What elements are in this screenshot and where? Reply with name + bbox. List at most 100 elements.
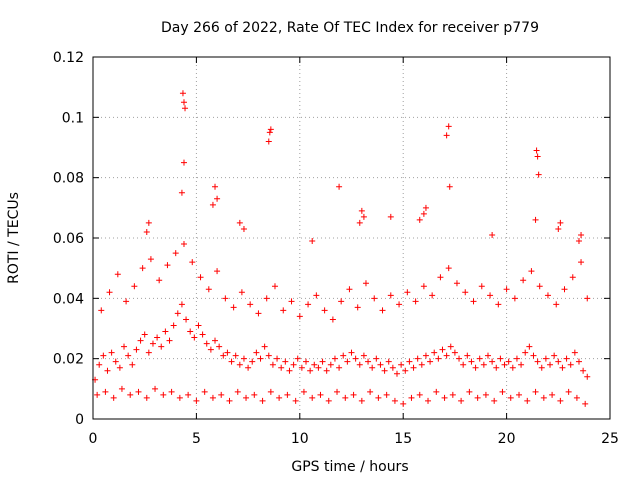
data-point: [516, 391, 523, 398]
data-point: [263, 295, 270, 302]
data-point: [178, 189, 185, 196]
data-point: [311, 361, 318, 368]
data-point: [303, 358, 310, 365]
data-point: [240, 225, 247, 232]
data-point: [247, 301, 254, 308]
data-point: [224, 349, 231, 356]
data-point: [462, 289, 469, 296]
data-point: [331, 355, 338, 362]
data-point: [507, 394, 514, 401]
data-point: [300, 388, 307, 395]
data-point: [381, 367, 388, 374]
data-point: [420, 283, 427, 290]
data-point: [323, 367, 330, 374]
data-point: [94, 391, 101, 398]
data-point: [487, 292, 494, 299]
data-point: [528, 268, 535, 275]
data-point: [182, 105, 189, 112]
data-point: [416, 216, 423, 223]
data-point: [230, 304, 237, 311]
data-point: [100, 352, 107, 359]
data-point: [365, 358, 372, 365]
data-point: [379, 307, 386, 314]
data-point: [447, 343, 454, 350]
data-point: [152, 385, 159, 392]
data-point: [222, 295, 229, 302]
data-point: [329, 316, 336, 323]
data-point: [387, 213, 394, 220]
data-point: [555, 358, 562, 365]
data-point: [189, 259, 196, 266]
data-point: [298, 364, 305, 371]
data-point: [472, 364, 479, 371]
data-point: [232, 352, 239, 359]
data-point: [476, 355, 483, 362]
data-point: [493, 364, 500, 371]
data-point: [315, 364, 322, 371]
data-point: [446, 183, 453, 190]
data-point: [274, 355, 281, 362]
data-point: [425, 397, 432, 404]
y-tick-label: 0: [75, 412, 84, 428]
data-point: [549, 391, 556, 398]
data-point: [307, 367, 314, 374]
data-point: [178, 301, 185, 308]
data-point: [121, 343, 128, 350]
x-axis-label: GPS time / hours: [291, 459, 408, 475]
data-point: [536, 283, 543, 290]
data-point: [391, 397, 398, 404]
data-point: [441, 394, 448, 401]
data-point: [356, 219, 363, 226]
data-point: [422, 204, 429, 211]
data-point: [180, 159, 187, 166]
data-point: [174, 310, 181, 317]
data-point: [170, 322, 177, 329]
data-point: [443, 352, 450, 359]
data-point: [313, 292, 320, 299]
data-point: [555, 225, 562, 232]
data-point: [547, 361, 554, 368]
data-point: [540, 394, 547, 401]
data-point: [495, 301, 502, 308]
data-point: [112, 358, 119, 365]
data-point: [216, 343, 223, 350]
data-point: [470, 298, 477, 305]
data-point: [402, 367, 409, 374]
data-point: [437, 274, 444, 281]
data-point: [280, 307, 287, 314]
data-point: [505, 358, 512, 365]
data-point: [176, 394, 183, 401]
data-point: [160, 391, 167, 398]
y-tick-label: 0.06: [53, 231, 84, 247]
data-point: [408, 394, 415, 401]
data-point: [509, 364, 516, 371]
chart-title: Day 266 of 2022, Rate Of TEC Index for r…: [161, 20, 539, 36]
data-point: [580, 367, 587, 374]
data-point: [565, 388, 572, 395]
data-point: [114, 271, 121, 278]
data-point: [433, 388, 440, 395]
x-tick-label: 5: [192, 431, 201, 447]
data-point: [319, 358, 326, 365]
data-point: [158, 343, 165, 350]
data-point: [367, 388, 374, 395]
data-point: [522, 349, 529, 356]
data-point: [147, 256, 154, 263]
data-point: [143, 228, 150, 235]
data-point: [458, 397, 465, 404]
data-point: [422, 352, 429, 359]
data-point: [344, 358, 351, 365]
data-point: [259, 397, 266, 404]
data-point: [535, 171, 542, 178]
data-point: [245, 364, 252, 371]
data-point: [214, 268, 221, 275]
data-point: [456, 355, 463, 362]
data-point: [201, 388, 208, 395]
data-point: [172, 250, 179, 257]
data-point: [489, 231, 496, 238]
data-point: [445, 265, 452, 272]
data-point: [553, 301, 560, 308]
grid: [93, 57, 610, 419]
data-point: [346, 286, 353, 293]
